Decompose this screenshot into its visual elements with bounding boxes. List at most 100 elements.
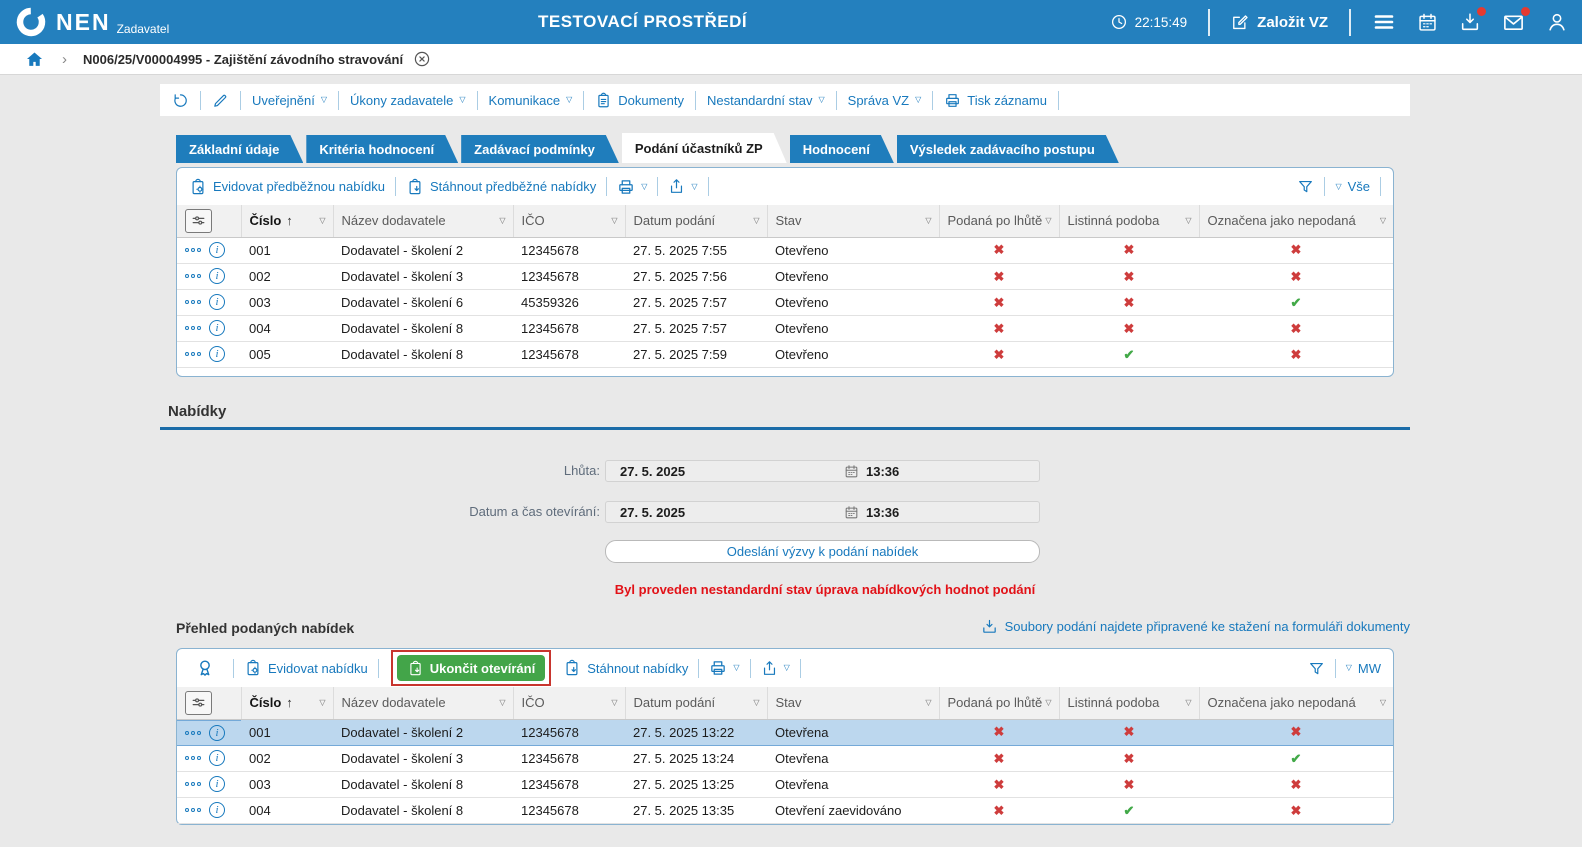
table-row[interactable]: i 003 Dodavatel - školení 6 45359326 27. 5. … bbox=[177, 289, 1393, 316]
table-row[interactable]: i 002 Dodavatel - školení 3 12345678 27. 5. … bbox=[177, 263, 1393, 290]
column-datum-podani[interactable]: Datum podání ▽ bbox=[625, 687, 768, 720]
main-menu-button[interactable] bbox=[1372, 10, 1396, 34]
lhuta-date-value[interactable]: 27. 5. 2025 bbox=[620, 463, 686, 479]
tab-zad-vac-podm-nky[interactable]: Zadávací podmínky bbox=[461, 135, 619, 163]
info-icon[interactable]: i bbox=[209, 724, 225, 741]
lhuta-time-value[interactable]: 13:36 bbox=[866, 463, 900, 479]
row-menu-icon[interactable] bbox=[185, 248, 201, 252]
register-preliminary-bid-button[interactable]: Evidovat předběžnou nabídku bbox=[189, 178, 385, 196]
column-settings-button[interactable] bbox=[185, 690, 212, 715]
otevirani-time-value[interactable]: 13:36 bbox=[866, 504, 900, 520]
column-ico[interactable]: IČO ▽ bbox=[513, 687, 626, 720]
undo-button[interactable] bbox=[172, 92, 189, 109]
row-menu-icon[interactable] bbox=[185, 300, 201, 304]
home-button[interactable] bbox=[25, 50, 44, 69]
otevirani-field[interactable]: 27. 5. 2025 13:36 bbox=[605, 501, 1040, 523]
info-icon[interactable]: i bbox=[209, 320, 225, 336]
close-record-button[interactable] bbox=[413, 50, 431, 68]
filter-scope-selector[interactable]: ▽ MW bbox=[1345, 660, 1381, 676]
tab-krit-ria-hodnocen[interactable]: Kritéria hodnocení bbox=[306, 135, 458, 163]
table-row[interactable]: i 004 Dodavatel - školení 8 12345678 27. 5. … bbox=[177, 315, 1393, 342]
column-nazev-dodavatele[interactable]: Název dodavatele ▽ bbox=[333, 205, 514, 238]
info-icon[interactable]: i bbox=[209, 802, 225, 818]
menu-nestandardni-stav[interactable]: Nestandardní stav ▽ bbox=[706, 92, 825, 108]
column-caret-icon[interactable]: ▽ bbox=[319, 216, 326, 225]
tab-z-kladn-daje[interactable]: Základní údaje bbox=[176, 135, 303, 163]
column-oznacena-jako-nepodana[interactable]: Označena jako nepodaná ▽ bbox=[1199, 687, 1393, 720]
column-caret-icon[interactable]: ▽ bbox=[1379, 698, 1386, 707]
breadcrumb-record[interactable]: N006/25/V00004995 - Zajištění závodního … bbox=[83, 51, 404, 67]
column-stav[interactable]: Stav ▽ bbox=[767, 687, 940, 720]
otevirani-date-value[interactable]: 27. 5. 2025 bbox=[620, 504, 686, 520]
calendar-button[interactable] bbox=[1417, 12, 1438, 33]
info-icon[interactable]: i bbox=[209, 776, 225, 792]
menu-ukony-zadavatele[interactable]: Úkony zadavatele ▽ bbox=[350, 92, 466, 108]
table-row[interactable]: i 005 Dodavatel - školení 8 12345678 27. 5. … bbox=[177, 341, 1393, 368]
info-icon[interactable]: i bbox=[209, 294, 225, 310]
lhuta-field[interactable]: 27. 5. 2025 13:36 bbox=[605, 460, 1040, 482]
column-caret-icon[interactable]: ▽ bbox=[925, 216, 932, 225]
print-menu-button[interactable]: ▽ bbox=[617, 178, 647, 196]
print-menu-button[interactable]: ▽ bbox=[709, 659, 740, 677]
downloads-button[interactable] bbox=[1459, 7, 1486, 33]
calendar-icon[interactable] bbox=[844, 505, 859, 520]
info-icon[interactable]: i bbox=[209, 346, 225, 362]
filter-button[interactable] bbox=[1308, 660, 1325, 677]
row-menu-icon[interactable] bbox=[185, 808, 201, 812]
column-podana-po-lhute[interactable]: Podaná po lhůtě ▽ bbox=[939, 687, 1060, 720]
menu-komunikace[interactable]: Komunikace ▽ bbox=[488, 92, 573, 108]
column-stav[interactable]: Stav ▽ bbox=[767, 205, 940, 238]
row-menu-icon[interactable] bbox=[185, 782, 201, 786]
messages-button[interactable] bbox=[1502, 6, 1530, 34]
nen-logo[interactable]: NEN Zadavatel bbox=[14, 5, 169, 39]
edit-record-button[interactable] bbox=[212, 92, 229, 109]
tab-hodnocen[interactable]: Hodnocení bbox=[790, 135, 894, 163]
award-button[interactable] bbox=[195, 658, 215, 678]
table-row[interactable]: i 003 Dodavatel - školení 8 12345678 27. 5. … bbox=[177, 771, 1393, 798]
row-menu-icon[interactable] bbox=[185, 274, 201, 278]
table-row[interactable]: i 001 Dodavatel - školení 2 12345678 27. 5. … bbox=[177, 237, 1393, 264]
send-call-for-bids-button[interactable]: Odeslání výzvy k podání nabídek bbox=[605, 540, 1040, 563]
column-caret-icon[interactable]: ▽ bbox=[1045, 698, 1052, 707]
column-caret-icon[interactable]: ▽ bbox=[1185, 698, 1192, 707]
export-menu-button[interactable]: ▽ bbox=[761, 660, 790, 677]
table-row[interactable]: i 001 Dodavatel - školení 2 12345678 27. 5. … bbox=[177, 718, 1393, 746]
column-caret-icon[interactable]: ▽ bbox=[611, 216, 618, 225]
column-caret-icon[interactable]: ▽ bbox=[499, 216, 506, 225]
row-menu-icon[interactable] bbox=[185, 352, 201, 356]
column-caret-icon[interactable]: ▽ bbox=[753, 216, 760, 225]
column-caret-icon[interactable]: ▽ bbox=[499, 698, 506, 707]
menu-uverejneni[interactable]: Uveřejnění ▽ bbox=[252, 92, 328, 108]
create-vz-button[interactable]: Založit VZ bbox=[1231, 13, 1328, 32]
column-listinna-podoba[interactable]: Listinná podoba ▽ bbox=[1059, 205, 1200, 238]
column-caret-icon[interactable]: ▽ bbox=[925, 698, 932, 707]
profile-button[interactable] bbox=[1546, 11, 1568, 33]
finish-opening-button[interactable]: Ukončit otevírání bbox=[396, 655, 546, 681]
export-menu-button[interactable]: ▽ bbox=[668, 178, 698, 195]
info-icon[interactable]: i bbox=[209, 268, 225, 284]
menu-dokumenty[interactable]: Dokumenty bbox=[595, 92, 684, 109]
register-bid-button[interactable]: Evidovat nabídku bbox=[244, 659, 368, 677]
column-cislo[interactable]: Číslo ↑ ▽ bbox=[241, 687, 334, 720]
column-caret-icon[interactable]: ▽ bbox=[319, 698, 326, 707]
row-menu-icon[interactable] bbox=[185, 326, 201, 330]
print-record-button[interactable]: Tisk záznamu bbox=[944, 92, 1047, 109]
column-ico[interactable]: IČO ▽ bbox=[513, 205, 626, 238]
info-icon[interactable]: i bbox=[209, 750, 225, 766]
column-caret-icon[interactable]: ▽ bbox=[753, 698, 760, 707]
column-caret-icon[interactable]: ▽ bbox=[1185, 216, 1192, 225]
download-bids-button[interactable]: Stáhnout nabídky bbox=[563, 659, 688, 677]
column-cislo[interactable]: Číslo ↑ ▽ bbox=[241, 205, 334, 238]
submission-files-link[interactable]: Soubory podání najdete připravené ke sta… bbox=[981, 618, 1410, 635]
info-icon[interactable]: i bbox=[209, 242, 225, 258]
filter-scope-selector[interactable]: ▽ Vše bbox=[1335, 179, 1370, 194]
row-menu-icon[interactable] bbox=[185, 756, 201, 760]
tab-v-sledek-zad-vac-ho-postupu[interactable]: Výsledek zadávacího postupu bbox=[897, 135, 1119, 163]
column-caret-icon[interactable]: ▽ bbox=[611, 698, 618, 707]
column-listinna-podoba[interactable]: Listinná podoba ▽ bbox=[1059, 687, 1200, 720]
column-settings-button[interactable] bbox=[185, 208, 212, 233]
column-caret-icon[interactable]: ▽ bbox=[1379, 216, 1386, 225]
column-nazev-dodavatele[interactable]: Název dodavatele ▽ bbox=[333, 687, 514, 720]
calendar-icon[interactable] bbox=[844, 464, 859, 479]
column-datum-podani[interactable]: Datum podání ▽ bbox=[625, 205, 768, 238]
